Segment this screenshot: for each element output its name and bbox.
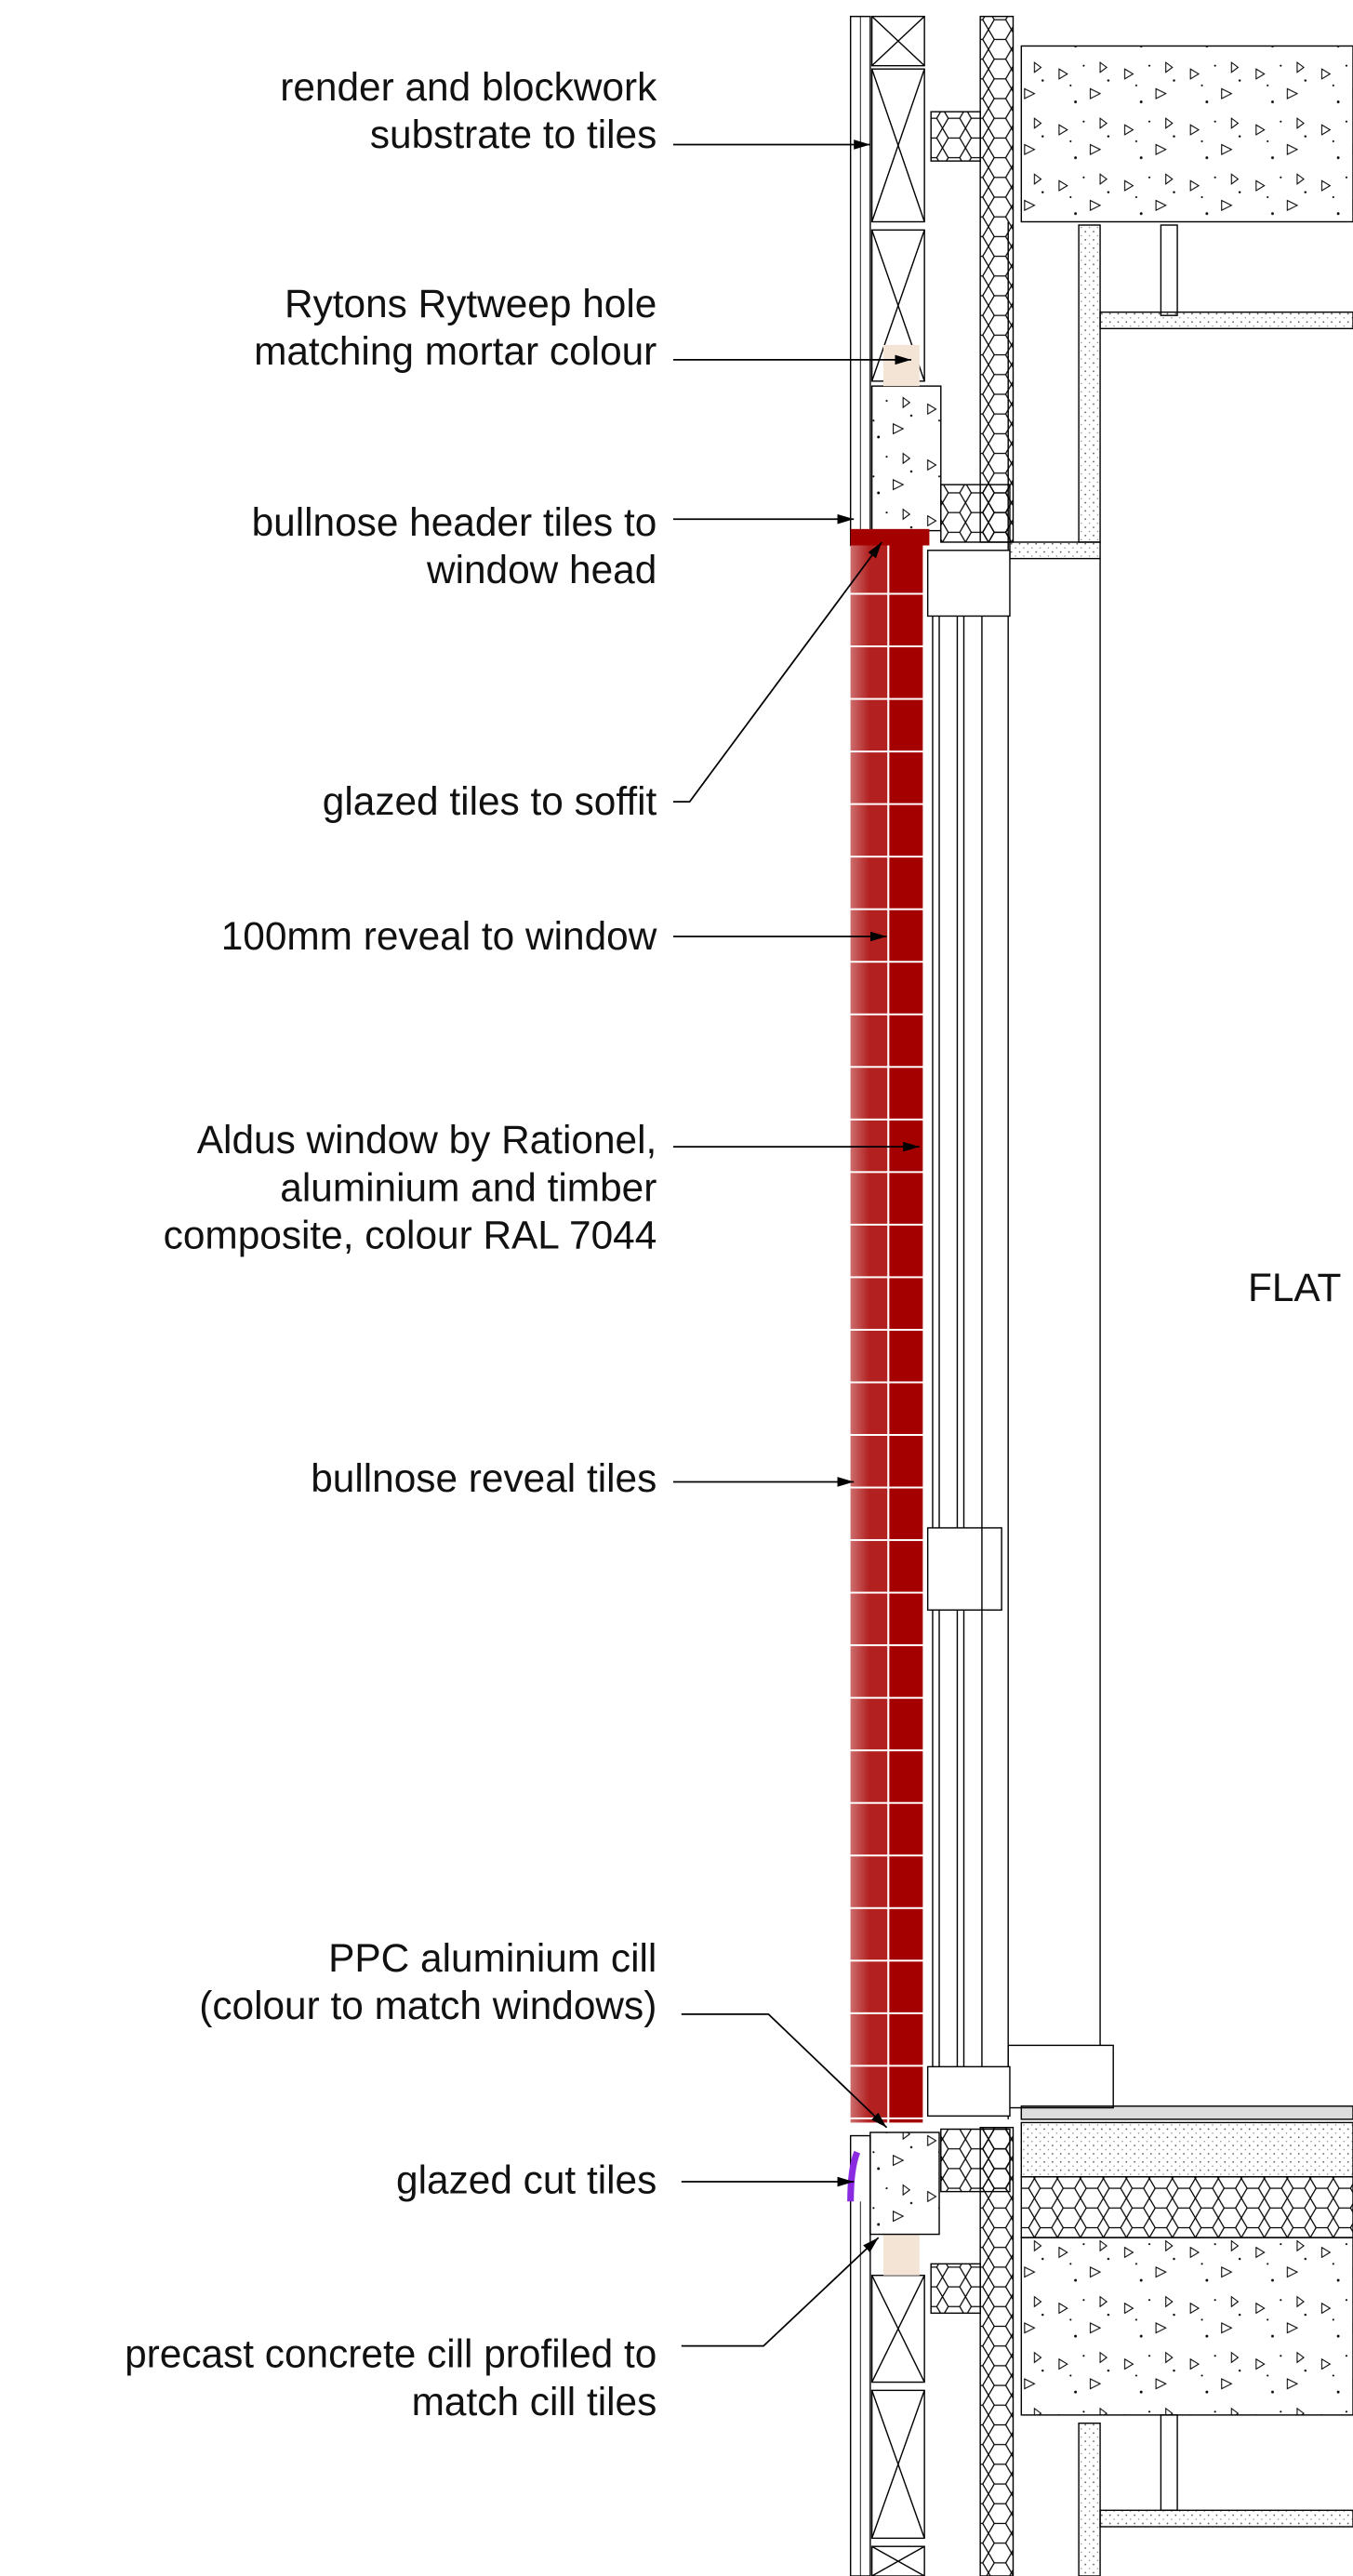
section-drawing: render and blockworksubstrate to tiles Ry… bbox=[0, 0, 1353, 2576]
label-line: Aldus window by Rationel, bbox=[197, 1118, 657, 1162]
body: render and blockworksubstrate to tiles Ry… bbox=[0, 0, 1353, 2576]
label-line: composite, colour RAL 7044 bbox=[164, 1214, 657, 1257]
label-line: matching mortar colour bbox=[254, 329, 657, 373]
label-line: substrate to tiles bbox=[370, 113, 657, 156]
label-line: glazed cut tiles bbox=[396, 2158, 657, 2201]
room-label: FLAT bbox=[1248, 1266, 1341, 1309]
label-line: match cill tiles bbox=[412, 2380, 657, 2423]
label-line: render and blockwork bbox=[280, 65, 657, 109]
leader-line bbox=[682, 2237, 879, 2346]
leader-line bbox=[673, 542, 882, 802]
label-line: bullnose reveal tiles bbox=[311, 1456, 657, 1500]
label-line: PPC aluminium cill bbox=[328, 1936, 657, 1980]
label-line: window head bbox=[426, 548, 657, 591]
label-line: bullnose header tiles to bbox=[252, 500, 657, 544]
label-line: 100mm reveal to window bbox=[221, 914, 657, 958]
label-line: Rytons Rytweep hole bbox=[285, 282, 657, 325]
label-line: glazed tiles to soffit bbox=[323, 779, 657, 823]
label-line: precast concrete cill profiled to bbox=[125, 2332, 657, 2376]
label-line: aluminium and timber bbox=[280, 1165, 657, 1209]
label-line: (colour to match windows) bbox=[199, 1984, 657, 2027]
page: Window section detail {"labels": [ {"lin… bbox=[0, 0, 1353, 2576]
